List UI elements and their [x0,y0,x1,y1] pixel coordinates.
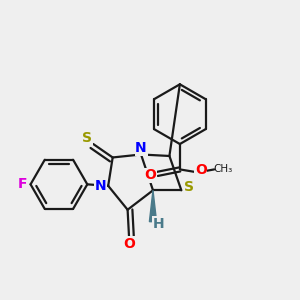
Text: O: O [144,168,156,182]
Text: S: S [82,131,92,145]
Text: CH₃: CH₃ [214,164,233,174]
Text: N: N [135,141,147,155]
Text: F: F [17,177,27,191]
Polygon shape [149,190,157,222]
Text: N: N [95,179,106,193]
Text: S: S [184,180,194,194]
Text: O: O [195,163,207,177]
Text: O: O [123,237,135,251]
Text: H: H [152,217,164,231]
